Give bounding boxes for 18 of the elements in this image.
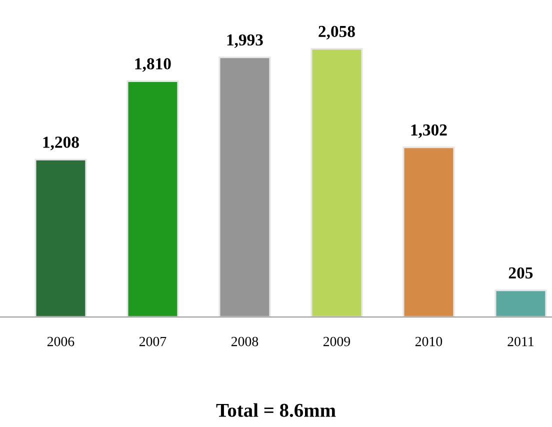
data-label: 1,208: [43, 136, 79, 150]
x-tick-label: 2006: [47, 336, 74, 346]
data-label: 1,993: [227, 34, 263, 48]
x-tick-label: 2009: [323, 336, 350, 346]
x-tick-label: 2011: [508, 336, 534, 346]
data-label: 1,810: [135, 58, 171, 72]
data-label: 205: [508, 267, 533, 279]
bar: [126, 80, 179, 317]
data-label: 1,302: [411, 124, 447, 138]
x-tick-label: 2010: [415, 336, 442, 346]
x-tick-label: 2007: [139, 336, 166, 346]
data-label: 2,058: [318, 26, 355, 40]
bar: [34, 158, 87, 317]
bar: [402, 146, 455, 317]
text: Total = 8.6mm: [216, 403, 336, 418]
x-tick-label: 2008: [231, 336, 258, 346]
bar: [494, 289, 547, 317]
bar: [310, 48, 363, 317]
